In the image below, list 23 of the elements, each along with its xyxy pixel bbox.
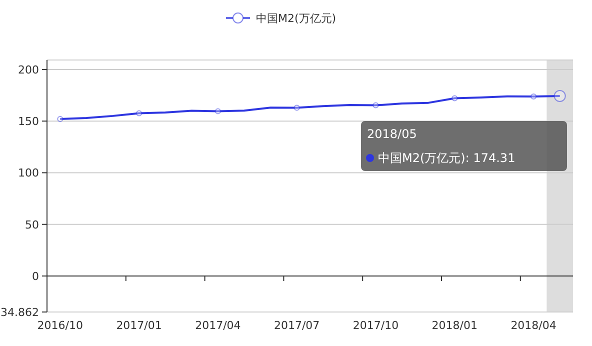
x-tick-label: 2018/04 [510,319,556,332]
point [372,102,379,108]
y-tick-label: 150 [18,115,39,128]
x-tick-label: 2017/04 [195,319,241,332]
y-tick-label: 100 [18,166,39,180]
y-tick-label: 34.862 [0,306,39,319]
x-tick-label: 2018/01 [432,319,478,332]
annotation: 2018/05 [367,127,417,141]
y-tick-label: 0 [32,270,39,283]
point [57,116,64,122]
x-tick-label: 2017/10 [352,319,399,332]
y-tick-label: 200 [18,63,39,76]
x-tick-label: 2016/10 [37,319,83,332]
x-tick-label: 2017/07 [274,319,320,332]
point [452,95,458,102]
y-tick-label: 50 [25,218,39,232]
point [136,110,142,116]
point [294,104,300,111]
x-tick-label: 2017/01 [116,319,162,332]
point [530,94,537,100]
legend-label: 中国M2(万亿元) [256,12,336,25]
annotation: 中国M2(万亿元): 174.31 [378,151,516,165]
point [214,108,221,114]
